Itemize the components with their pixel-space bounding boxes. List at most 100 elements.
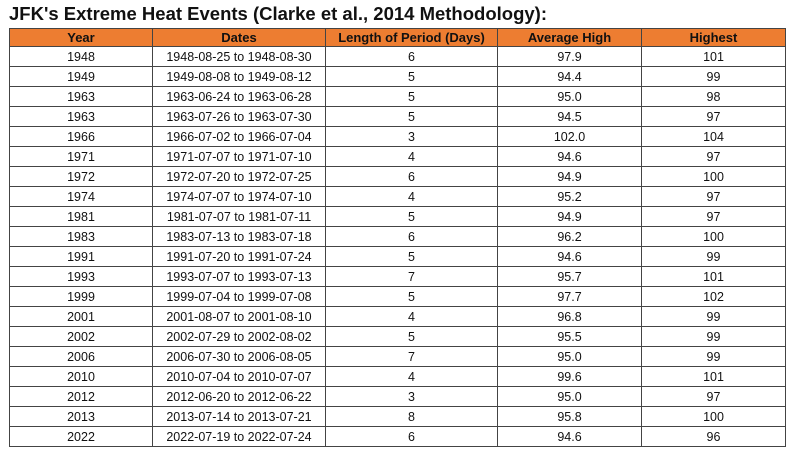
table-cell: 6 [325, 166, 498, 187]
table-row: 1949 1949-08-08 to 1949-08-12 5 94.4 99 [9, 66, 786, 87]
table-cell: 1949-08-08 to 1949-08-12 [152, 66, 326, 87]
table-cell: 2013-07-14 to 2013-07-21 [152, 406, 326, 427]
table-cell: 3 [325, 386, 498, 407]
table-cell: 2012-06-20 to 2012-06-22 [152, 386, 326, 407]
table-cell: 1999 [9, 286, 153, 307]
table-cell: 100 [641, 226, 786, 247]
table-row: 1963 1963-07-26 to 1963-07-30 5 94.5 97 [9, 106, 786, 127]
table-cell: 98 [641, 86, 786, 107]
table-cell: 99 [641, 246, 786, 267]
table-cell: 95.0 [497, 86, 642, 107]
table-row: 1971 1971-07-07 to 1971-07-10 4 94.6 97 [9, 146, 786, 167]
table-cell: 1991 [9, 246, 153, 267]
table-cell: 97 [641, 206, 786, 227]
table-cell: 2006-07-30 to 2006-08-05 [152, 346, 326, 367]
table-cell: 97 [641, 186, 786, 207]
table-row: 1983 1983-07-13 to 1983-07-18 6 96.2 100 [9, 226, 786, 247]
table-row: 2001 2001-08-07 to 2001-08-10 4 96.8 99 [9, 306, 786, 327]
table-cell: 96 [641, 426, 786, 447]
table-row: 2012 2012-06-20 to 2012-06-22 3 95.0 97 [9, 386, 786, 407]
table-row: 2022 2022-07-19 to 2022-07-24 6 94.6 96 [9, 426, 786, 447]
table-cell: 104 [641, 126, 786, 147]
table-cell: 99 [641, 66, 786, 87]
table-cell: 100 [641, 166, 786, 187]
table-cell: 99 [641, 306, 786, 327]
table-row: 1948 1948-08-25 to 1948-08-30 6 97.9 101 [9, 46, 786, 67]
table-cell: 102 [641, 286, 786, 307]
table-cell: 2002 [9, 326, 153, 347]
table-cell: 5 [325, 66, 498, 87]
table-row: 2013 2013-07-14 to 2013-07-21 8 95.8 100 [9, 406, 786, 427]
table-cell: 94.6 [497, 426, 642, 447]
table-cell: 97 [641, 106, 786, 127]
table-row: 2002 2002-07-29 to 2002-08-02 5 95.5 99 [9, 326, 786, 347]
table-cell: 1963 [9, 106, 153, 127]
table-cell: 99 [641, 326, 786, 347]
table-row: 1963 1963-06-24 to 1963-06-28 5 95.0 98 [9, 86, 786, 107]
table-cell: 2022 [9, 426, 153, 447]
table-cell: 96.8 [497, 306, 642, 327]
table-cell: 97 [641, 146, 786, 167]
table-cell: 7 [325, 346, 498, 367]
table-cell: 1983 [9, 226, 153, 247]
header-row: Year Dates Length of Period (Days) Average … [9, 28, 786, 47]
table-cell: 1972-07-20 to 1972-07-25 [152, 166, 326, 187]
column-header: Length of Period (Days) [325, 28, 498, 47]
table-cell: 97 [641, 386, 786, 407]
table-cell: 6 [325, 46, 498, 67]
table-cell: 95.0 [497, 386, 642, 407]
table-body: 1948 1948-08-25 to 1948-08-30 6 97.9 101 1949… [9, 46, 786, 447]
table-cell: 1963-06-24 to 1963-06-28 [152, 86, 326, 107]
table-cell: 94.6 [497, 246, 642, 267]
table-cell: 3 [325, 126, 498, 147]
column-header: Average High [497, 28, 642, 47]
table-cell: 5 [325, 206, 498, 227]
table-cell: 96.2 [497, 226, 642, 247]
table-row: 1993 1993-07-07 to 1993-07-13 7 95.7 101 [9, 266, 786, 287]
table-cell: 1981-07-07 to 1981-07-11 [152, 206, 326, 227]
table-row: 1972 1972-07-20 to 1972-07-25 6 94.9 100 [9, 166, 786, 187]
table-cell: 2006 [9, 346, 153, 367]
table-cell: 95.8 [497, 406, 642, 427]
table-cell: 1993 [9, 266, 153, 287]
table-cell: 5 [325, 106, 498, 127]
table-cell: 1966-07-02 to 1966-07-04 [152, 126, 326, 147]
column-header: Year [9, 28, 153, 47]
table-cell: 6 [325, 226, 498, 247]
table-cell: 2010 [9, 366, 153, 387]
table-cell: 102.0 [497, 126, 642, 147]
table-cell: 1993-07-07 to 1993-07-13 [152, 266, 326, 287]
table-row: 1991 1991-07-20 to 1991-07-24 5 94.6 99 [9, 246, 786, 267]
table-cell: 95.0 [497, 346, 642, 367]
table-cell: 1963-07-26 to 1963-07-30 [152, 106, 326, 127]
table-cell: 1972 [9, 166, 153, 187]
table-cell: 4 [325, 306, 498, 327]
table-cell: 2002-07-29 to 2002-08-02 [152, 326, 326, 347]
table-row: 1974 1974-07-07 to 1974-07-10 4 95.2 97 [9, 186, 786, 207]
table-cell: 94.4 [497, 66, 642, 87]
table-cell: 1966 [9, 126, 153, 147]
table-cell: 94.5 [497, 106, 642, 127]
table-cell: 1991-07-20 to 1991-07-24 [152, 246, 326, 267]
table-cell: 5 [325, 326, 498, 347]
table-cell: 1949 [9, 66, 153, 87]
table-cell: 2001 [9, 306, 153, 327]
table-cell: 94.6 [497, 146, 642, 167]
table-cell: 2001-08-07 to 2001-08-10 [152, 306, 326, 327]
table-cell: 95.7 [497, 266, 642, 287]
table-cell: 97.7 [497, 286, 642, 307]
table-cell: 6 [325, 426, 498, 447]
table-cell: 2010-07-04 to 2010-07-07 [152, 366, 326, 387]
table-cell: 8 [325, 406, 498, 427]
table-cell: 5 [325, 246, 498, 267]
heat-events-table: Year Dates Length of Period (Days) Average … [9, 28, 786, 447]
table-cell: 95.2 [497, 186, 642, 207]
table-cell: 4 [325, 366, 498, 387]
table-row: 2010 2010-07-04 to 2010-07-07 4 99.6 101 [9, 366, 786, 387]
table-cell: 2013 [9, 406, 153, 427]
table-cell: 2022-07-19 to 2022-07-24 [152, 426, 326, 447]
table-cell: 2012 [9, 386, 153, 407]
table-cell: 1999-07-04 to 1999-07-08 [152, 286, 326, 307]
column-header: Highest [641, 28, 786, 47]
table-cell: 1974-07-07 to 1974-07-10 [152, 186, 326, 207]
